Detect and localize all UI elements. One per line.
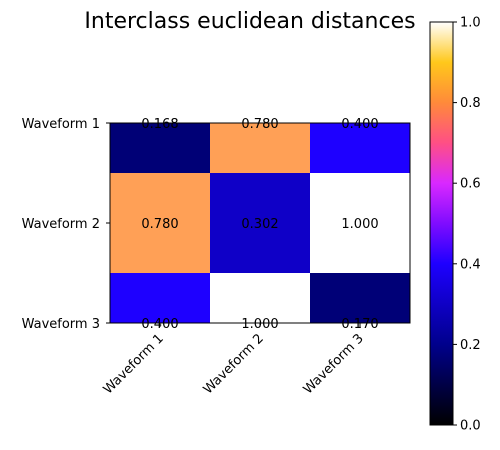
axis-ticks <box>106 122 361 327</box>
x-axis-tick-labels: Waveform 1 Waveform 2 Waveform 3 <box>101 331 367 397</box>
heatmap-cells <box>110 123 410 323</box>
y-tick-label: Waveform 3 <box>22 317 100 332</box>
x-tick-label: Waveform 1 <box>101 331 167 397</box>
colorbar-tick-label: 0.2 <box>460 338 481 353</box>
y-axis-tick-labels: Waveform 1 Waveform 2 Waveform 3 <box>22 117 100 332</box>
y-tick-label: Waveform 1 <box>22 117 100 132</box>
colorbar: 0.0 0.2 0.4 0.6 0.8 1.0 <box>429 16 481 434</box>
cell-value-label: 0.780 <box>141 217 178 232</box>
x-tick-label: Waveform 3 <box>301 331 367 397</box>
heatmap-cell <box>110 273 210 323</box>
colorbar-ticks: 0.0 0.2 0.4 0.6 0.8 1.0 <box>453 16 481 434</box>
colorbar-tick-label: 0.6 <box>460 177 481 192</box>
cell-value-label: 0.780 <box>241 117 278 132</box>
colorbar-tick-label: 0.4 <box>460 257 481 272</box>
plot-frame <box>109 122 411 324</box>
x-tick-label: Waveform 2 <box>201 331 267 397</box>
colorbar-tick-label: 0.0 <box>460 419 481 434</box>
heatmap-cell <box>310 173 410 273</box>
cell-value-label: 0.302 <box>241 217 278 232</box>
heatmap-cell <box>210 173 310 273</box>
chart-title: Interclass euclidean distances <box>84 9 415 34</box>
colorbar-tick-label: 0.8 <box>460 96 481 111</box>
cell-value-label: 1.000 <box>341 217 378 232</box>
heatmap-cell <box>110 123 210 173</box>
heatmap-cell <box>110 173 210 273</box>
heatmap-cell <box>210 123 310 173</box>
heatmap-cell <box>310 273 410 323</box>
y-tick-label: Waveform 2 <box>22 217 100 232</box>
heatmap-cell <box>310 123 410 173</box>
cell-value-label: 0.400 <box>341 117 378 132</box>
heatmap-cell <box>210 273 310 323</box>
cell-value-label: 0.168 <box>141 117 178 132</box>
colorbar-tick-label: 1.0 <box>460 16 481 31</box>
colorbar-gradient <box>429 21 454 426</box>
